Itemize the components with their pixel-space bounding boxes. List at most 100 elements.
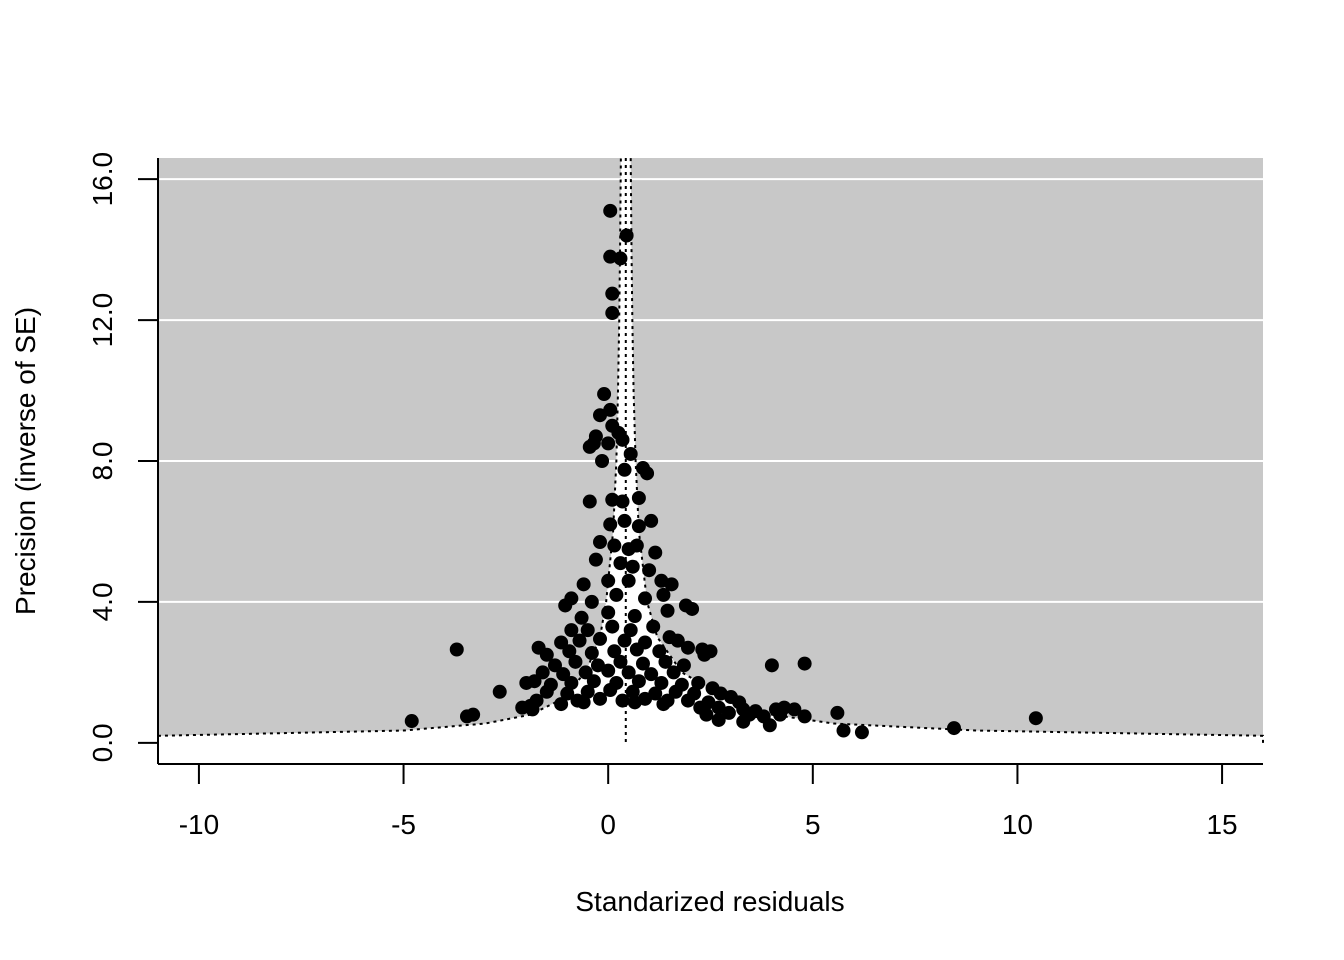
data-point-63 [593, 631, 607, 646]
data-point-99 [586, 674, 601, 689]
data-point-93 [764, 658, 779, 673]
data-point-96 [519, 675, 534, 690]
data-point-109 [580, 684, 595, 699]
data-point-130 [627, 695, 642, 710]
data-point-106 [492, 684, 507, 699]
data-point-87 [556, 667, 571, 682]
data-point-51 [574, 610, 589, 625]
data-point-71 [584, 646, 599, 661]
data-point-75 [680, 640, 695, 655]
data-point-62 [572, 633, 587, 648]
x-tick-label-3: 5 [805, 809, 821, 840]
data-point-55 [564, 623, 579, 638]
data-point-150 [711, 712, 726, 727]
data-point-46 [609, 587, 624, 602]
data-point-30 [607, 538, 622, 553]
data-point-47 [638, 591, 653, 606]
data-point-120 [615, 693, 630, 708]
data-point-92 [666, 665, 681, 680]
data-point-44 [558, 598, 573, 613]
data-point-119 [593, 691, 607, 706]
y-tick-label-2: 8.0 [87, 442, 118, 481]
data-point-23 [615, 494, 630, 509]
data-point-154 [947, 721, 962, 736]
data-point-45 [584, 594, 599, 609]
data-point-0 [603, 203, 618, 218]
data-point-50 [685, 601, 700, 616]
data-point-84 [676, 658, 691, 673]
data-point-70 [562, 644, 577, 659]
data-point-58 [623, 623, 638, 638]
data-point-27 [631, 519, 646, 534]
data-point-32 [629, 538, 644, 553]
data-point-26 [617, 513, 632, 528]
x-axis-ticks: -10 -5 0 5 10 15 [179, 764, 1238, 840]
data-point-54 [660, 603, 675, 618]
data-point-148 [459, 709, 474, 724]
data-point-40 [621, 573, 636, 588]
data-point-151 [736, 714, 751, 729]
data-point-56 [580, 623, 595, 638]
data-point-59 [646, 619, 661, 634]
x-tick-label-1: -5 [391, 809, 416, 840]
y-tick-label-1: 4.0 [87, 582, 118, 621]
data-point-81 [613, 654, 628, 669]
data-point-101 [631, 674, 646, 689]
data-point-64 [617, 633, 632, 648]
y-tick-label-0: 0.0 [87, 723, 118, 762]
y-tick-label-3: 12.0 [87, 293, 118, 348]
y-axis-ticks: 0.0 4.0 8.0 12.0 16.0 [87, 152, 158, 762]
data-point-35 [613, 556, 628, 571]
x-tick-label-5: 15 [1206, 809, 1237, 840]
data-point-110 [603, 683, 618, 698]
data-point-155 [836, 723, 851, 738]
data-point-149 [1028, 711, 1043, 726]
data-point-34 [588, 552, 603, 567]
data-point-14 [601, 436, 616, 451]
data-point-107 [539, 684, 554, 699]
data-point-29 [593, 535, 607, 550]
data-point-139 [525, 702, 540, 717]
lower-confidence-bound [157, 157, 622, 743]
data-point-129 [576, 695, 591, 710]
data-point-85 [697, 647, 712, 662]
data-point-69 [539, 647, 554, 662]
data-point-3 [613, 251, 628, 266]
y-tick-label-4: 16.0 [87, 152, 118, 207]
data-point-131 [656, 697, 671, 712]
data-point-57 [605, 619, 620, 634]
data-point-38 [576, 577, 591, 592]
x-axis-label: Standarized residuals [575, 886, 844, 917]
data-point-1 [619, 228, 634, 243]
data-point-83 [658, 654, 673, 669]
data-point-13 [582, 439, 597, 454]
x-tick-label-4: 10 [1002, 809, 1033, 840]
data-point-138 [787, 702, 802, 717]
data-point-28 [644, 513, 659, 528]
data-point-111 [625, 684, 640, 699]
data-point-90 [621, 665, 636, 680]
data-point-33 [648, 545, 663, 560]
y-axis-label: Precision (inverse of SE) [10, 307, 41, 615]
data-point-89 [601, 663, 616, 678]
data-point-152 [762, 718, 777, 733]
data-point-108 [560, 686, 575, 701]
x-tick-label-2: 0 [600, 809, 616, 840]
data-point-128 [554, 697, 569, 712]
data-point-72 [607, 644, 622, 659]
data-point-91 [644, 667, 659, 682]
data-point-5 [605, 306, 620, 321]
data-point-39 [601, 573, 616, 588]
data-point-153 [404, 714, 419, 729]
data-point-156 [854, 725, 869, 740]
data-point-88 [578, 665, 593, 680]
data-point-98 [564, 675, 579, 690]
data-point-25 [603, 517, 618, 532]
data-point-140 [699, 707, 714, 722]
data-point-61 [554, 635, 569, 650]
data-point-102 [654, 675, 669, 690]
data-point-104 [691, 675, 706, 690]
data-point-21 [582, 494, 597, 509]
data-point-20 [640, 466, 655, 481]
